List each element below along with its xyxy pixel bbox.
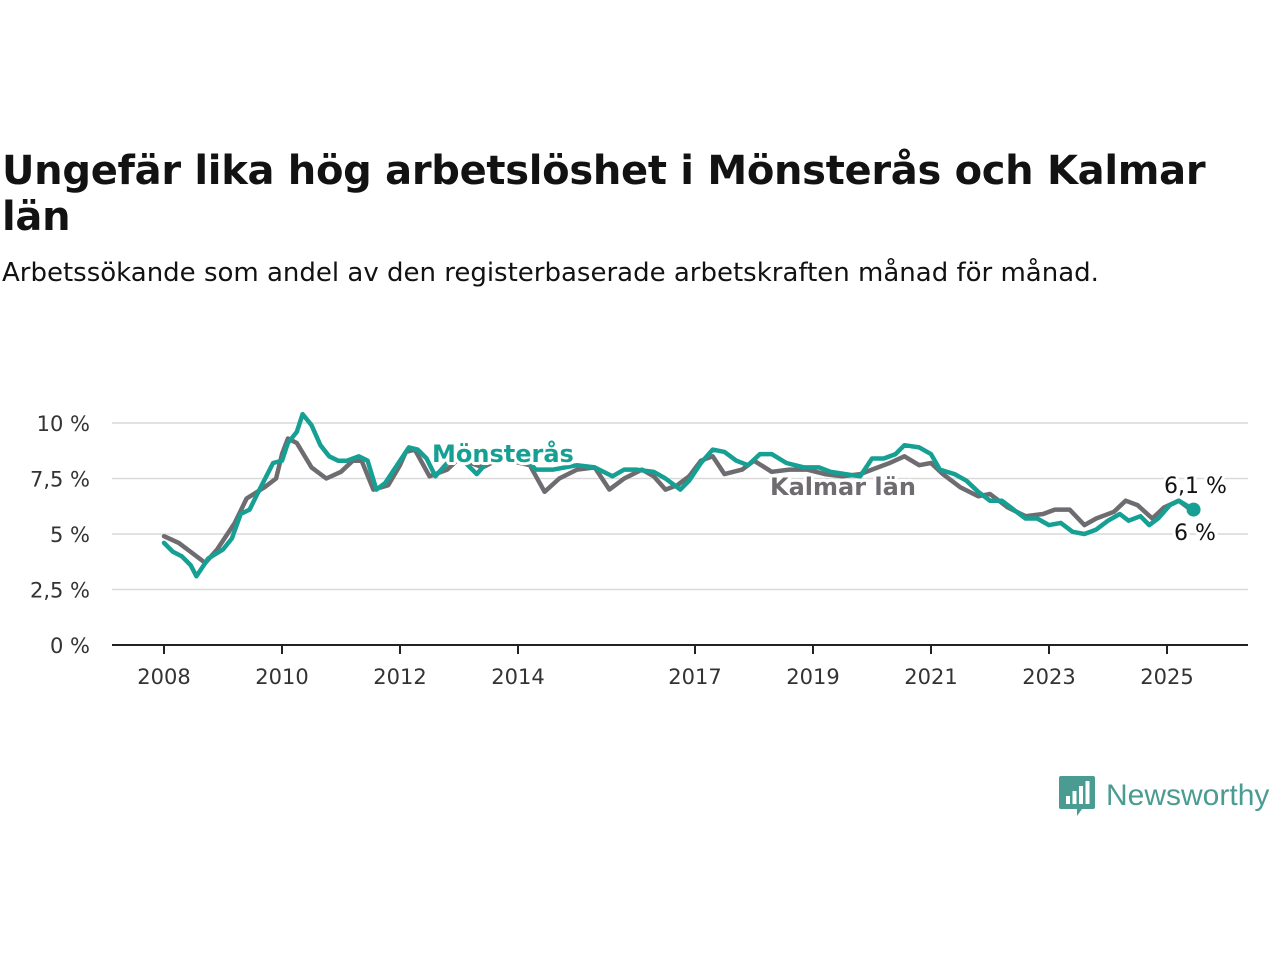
y-tick-label: 7,5 %: [30, 468, 90, 492]
end-value-label-monsteras: 6,1 %: [1164, 474, 1227, 499]
end-value-label-monsteras-halo: 6,1 %: [1164, 474, 1227, 499]
series-lines: [161, 411, 1201, 579]
x-tick-label: 2012: [373, 665, 426, 689]
x-tick-label: 2008: [137, 665, 190, 689]
x-tick-label: 2023: [1022, 665, 1075, 689]
x-tick-label: 2021: [904, 665, 957, 689]
x-tick-label: 2010: [255, 665, 308, 689]
y-tick-label: 5 %: [50, 523, 90, 547]
end-value-label-kalmar-lan: 6 %: [1174, 521, 1216, 546]
x-tick-label: 2025: [1140, 665, 1193, 689]
y-tick-label: 0 %: [50, 634, 90, 658]
series-label-kalmar-lan-halo: Kalmar län: [770, 473, 916, 501]
end-point-marker: [1186, 502, 1201, 517]
series-line-monsteras: [161, 411, 1196, 579]
chart-title: Ungefär lika hög arbetslöshet i Mönsterå…: [2, 148, 1206, 240]
end-value-label-kalmar-lan-halo: 6 %: [1174, 521, 1216, 546]
x-tick-label: 2019: [786, 665, 839, 689]
series-label-kalmar-lan: Kalmar län: [770, 473, 916, 501]
newsworthy-logo[interactable]: Newsworthy: [1058, 774, 1269, 818]
series-label-monsteras: Mönsterås: [432, 439, 574, 468]
y-axis-ticks: 0 % 2,5 % 5 % 7,5 % 10 %: [30, 412, 90, 658]
y-tick-label: 10 %: [37, 412, 90, 436]
series-line-kalmar-lan: [161, 436, 1196, 566]
x-tick-label: 2017: [668, 665, 721, 689]
series-label-monsteras-halo: Mönsterås: [432, 439, 574, 468]
bar-chart-bubble-icon: [1059, 776, 1095, 816]
x-tick-label: 2014: [491, 665, 544, 689]
chart-subtitle: Arbetssökande som andel av den registerb…: [2, 258, 1099, 288]
brand-name: Newsworthy: [1106, 779, 1270, 812]
x-axis-ticks: 2008 2010 2012 2014 2017 2019 2021 2023 2025: [137, 645, 1194, 689]
y-tick-label: 2,5 %: [30, 579, 90, 603]
